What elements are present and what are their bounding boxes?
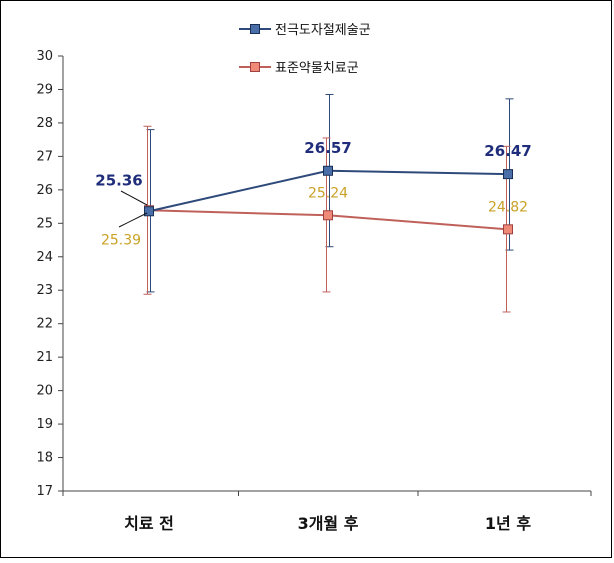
y-tick-label: 24 — [36, 250, 53, 265]
y-tick-label: 22 — [36, 317, 53, 332]
axes — [62, 56, 591, 492]
y-tick-label: 23 — [36, 283, 53, 298]
y-tick-label: 27 — [36, 149, 53, 164]
data-label: 26.57 — [304, 139, 351, 157]
legend-marker — [250, 62, 260, 72]
data-point — [323, 210, 333, 221]
y-tick-label: 29 — [36, 82, 53, 97]
y-tick-label: 18 — [36, 451, 53, 466]
data-label: 24.82 — [488, 199, 528, 215]
data-point — [503, 169, 513, 180]
y-tick-label: 20 — [36, 384, 53, 399]
series-markers — [144, 165, 513, 235]
y-tick-label: 21 — [36, 350, 53, 365]
data-point — [144, 206, 154, 217]
data-label: 25.36 — [95, 171, 142, 189]
legend-label: 전극도자절제술군 — [275, 23, 371, 38]
data-point — [503, 224, 513, 235]
y-tick-label: 26 — [36, 183, 53, 198]
legend-label: 표준약물치료군 — [275, 61, 359, 76]
x-tick-label: 1년 후 — [485, 514, 531, 533]
label-leader-line — [120, 190, 148, 206]
legend-marker — [250, 24, 260, 34]
label-leader-line — [118, 212, 148, 228]
data-labels: 25.36 26.57 26.47 25.39 25.24 24.82 — [95, 139, 531, 248]
y-tick-label: 30 — [36, 49, 53, 64]
y-tick-label: 19 — [36, 417, 53, 432]
data-label: 26.47 — [484, 142, 531, 160]
data-point — [323, 165, 333, 176]
x-axis-labels: 치료 전 3개월 후 1년 후 — [62, 491, 592, 533]
y-tick-label: 28 — [36, 116, 53, 131]
y-axis-ticks: 17 18 19 20 21 22 23 24 25 26 27 28 29 30 — [36, 49, 63, 499]
data-label: 25.39 — [101, 232, 141, 248]
x-tick-label: 치료 전 — [124, 514, 174, 533]
x-tick-label: 3개월 후 — [298, 514, 359, 533]
y-tick-label: 17 — [36, 484, 53, 499]
data-label: 25.24 — [308, 185, 348, 201]
y-tick-label: 25 — [36, 216, 53, 231]
error-bars — [143, 93, 514, 313]
